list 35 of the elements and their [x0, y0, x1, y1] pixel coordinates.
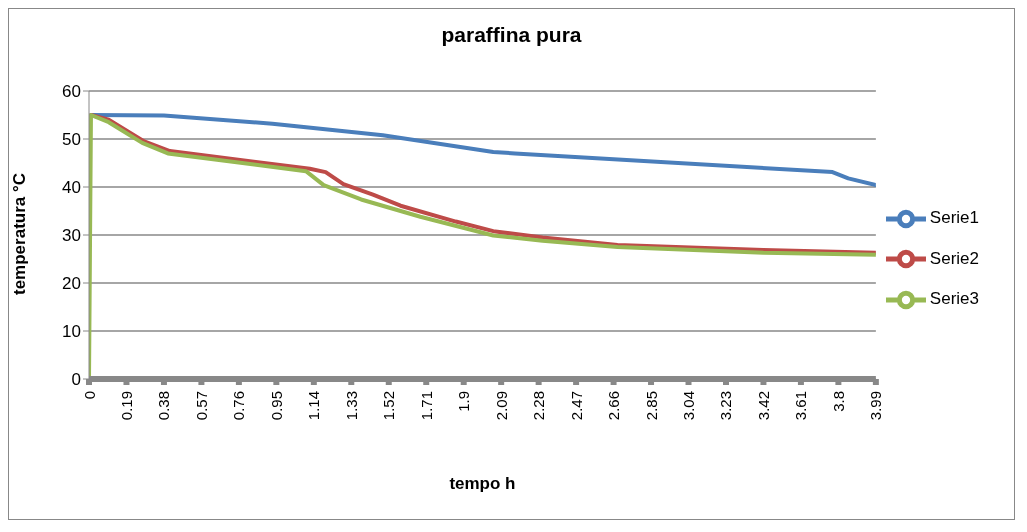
y-tick-label: 0 — [71, 370, 81, 390]
legend-label: Serie1 — [929, 208, 979, 228]
x-tick-label: 2.28 — [530, 391, 548, 421]
chart-title: paraffina pura — [440, 23, 583, 47]
y-tick-label: 60 — [62, 82, 81, 102]
x-tick-label: 3.42 — [754, 391, 772, 421]
x-tick-label: 2.85 — [642, 391, 660, 421]
x-tick-label: 1.14 — [305, 391, 323, 421]
y-tick-label: 40 — [62, 178, 81, 198]
y-tick-label: 30 — [62, 226, 81, 246]
x-tick-label: 0.19 — [117, 391, 135, 421]
x-tick-label: 2.66 — [605, 391, 623, 421]
x-tick-label: 0.76 — [230, 391, 248, 421]
x-tick-label: 0.95 — [267, 391, 285, 421]
x-tick-label: 1.52 — [380, 391, 398, 421]
x-tick-label: 0.57 — [192, 391, 210, 421]
x-tick-label: 3.61 — [792, 391, 810, 421]
x-axis-title: tempo h — [449, 474, 516, 493]
x-tick-label: 1.9 — [455, 391, 473, 412]
y-tick-label: 10 — [62, 322, 81, 342]
y-tick-label: 50 — [62, 130, 81, 150]
x-tick-label: 2.47 — [567, 391, 585, 421]
x-tick-label: 3.99 — [867, 391, 885, 421]
y-tick-label: 20 — [62, 274, 81, 294]
x-tick-label: 1.71 — [417, 391, 435, 421]
legend-label: Serie3 — [929, 289, 979, 309]
x-tick-label: 2.09 — [492, 391, 510, 421]
x-tick-label: 3.8 — [829, 391, 847, 412]
x-tick-label: 3.23 — [717, 391, 735, 421]
x-tick-label: 0.38 — [155, 391, 173, 421]
x-tick-label: 1.33 — [342, 391, 360, 421]
y-axis-title: temperatura °C — [10, 172, 30, 295]
x-tick-label: 0 — [80, 391, 98, 400]
legend-label: Serie2 — [929, 248, 979, 268]
x-tick-label: 3.04 — [680, 391, 698, 421]
